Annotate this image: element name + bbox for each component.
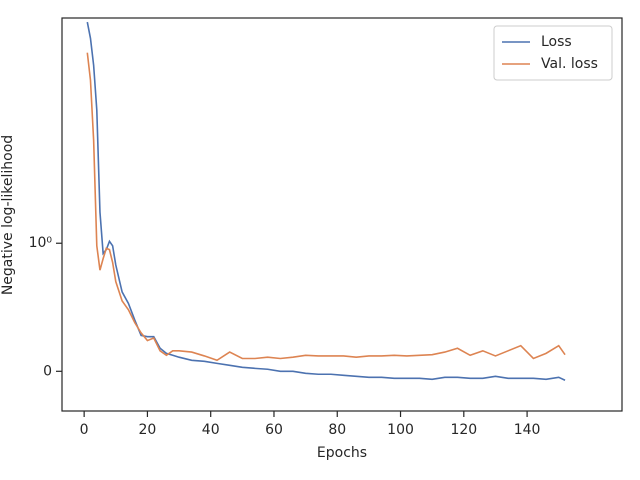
y-axis-label: Negative log-likelihood [0, 135, 16, 295]
x-tick-label: 80 [328, 422, 346, 438]
x-tick-label: 120 [450, 422, 477, 438]
line-series [86, 21, 566, 381]
x-tick-label: 140 [514, 422, 541, 438]
plot-frame [61, 17, 623, 412]
x-tick-label: 40 [202, 422, 220, 438]
legend-label: Val. loss [541, 56, 598, 72]
x-tick-label: 60 [265, 422, 283, 438]
x-tick-label: 20 [139, 422, 157, 438]
x-tick-label: 100 [387, 422, 414, 438]
legend-box [493, 25, 613, 81]
y-tick-label: 0 [43, 363, 52, 379]
x-axis-label: Epochs [317, 445, 367, 461]
line-series [86, 52, 566, 362]
x-tick-label: 0 [80, 422, 89, 438]
y-tick-label: 10⁰ [29, 235, 53, 251]
legend-label: Loss [541, 34, 572, 50]
